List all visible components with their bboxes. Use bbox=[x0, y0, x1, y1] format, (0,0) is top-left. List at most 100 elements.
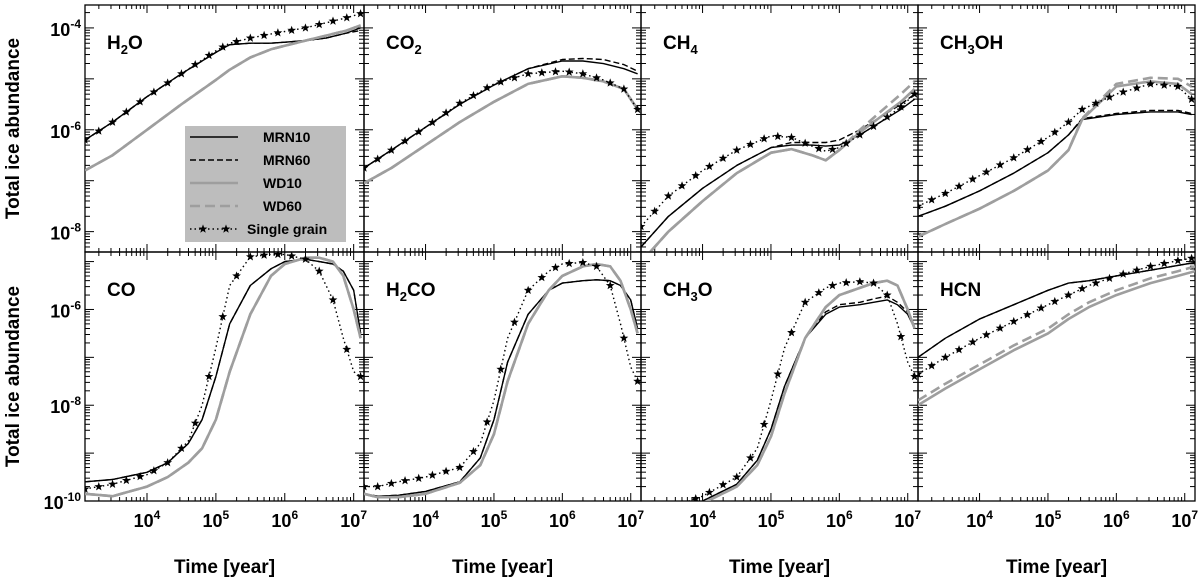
single-grain-marker bbox=[633, 376, 641, 386]
single-grain-marker bbox=[455, 462, 465, 472]
single-grain-marker bbox=[204, 371, 214, 381]
single-grain-marker bbox=[328, 295, 338, 304]
single-grain-marker bbox=[968, 174, 978, 183]
panel-title: H2O bbox=[107, 33, 143, 57]
single-grain-marker bbox=[245, 252, 255, 261]
single-grain-marker bbox=[441, 108, 451, 117]
legend-marker bbox=[221, 224, 231, 233]
single-grain-marker bbox=[85, 135, 90, 144]
single-grain-marker bbox=[373, 154, 383, 163]
x-tick-label: 105 bbox=[481, 508, 508, 531]
x-axis-label: Time [year] bbox=[452, 557, 553, 578]
single-grain-marker bbox=[135, 97, 145, 106]
single-grain-marker bbox=[882, 290, 892, 299]
series-line-single-grain bbox=[918, 257, 1195, 375]
single-grain-marker bbox=[1187, 253, 1195, 263]
series-line-wd60 bbox=[364, 262, 639, 499]
x-tick-label: 106 bbox=[271, 508, 298, 531]
single-grain-marker bbox=[386, 145, 396, 154]
single-grain-marker bbox=[564, 258, 574, 268]
series-line-single-grain bbox=[364, 70, 639, 169]
series-line-single-grain bbox=[85, 253, 361, 490]
single-grain-marker bbox=[773, 131, 783, 141]
panel-CH3OH: CH3OH bbox=[917, 4, 1196, 253]
single-grain-marker bbox=[85, 484, 90, 493]
single-grain-marker bbox=[787, 328, 796, 337]
single-grain-marker bbox=[1009, 316, 1019, 326]
single-grain-marker bbox=[537, 68, 547, 77]
single-grain-marker bbox=[814, 144, 824, 153]
single-grain-marker bbox=[732, 145, 742, 154]
single-grain-marker bbox=[356, 9, 364, 18]
single-grain-marker bbox=[163, 78, 173, 87]
y-tick-label: 10-10 bbox=[44, 490, 82, 513]
single-grain-marker bbox=[995, 323, 1005, 332]
x-tick-label: 104 bbox=[689, 508, 716, 531]
series-line-mrn60 bbox=[85, 29, 361, 141]
series-line-mrn60 bbox=[918, 109, 1192, 218]
series-line-mrn60 bbox=[918, 261, 1195, 358]
single-grain-marker bbox=[523, 285, 533, 295]
single-grain-marker bbox=[954, 181, 964, 191]
single-grain-marker bbox=[342, 344, 352, 354]
x-tick-label: 106 bbox=[549, 508, 576, 531]
series-line-single-grain bbox=[686, 281, 916, 501]
single-grain-marker bbox=[1159, 258, 1169, 268]
single-grain-marker bbox=[356, 371, 364, 381]
panel-title: CH4 bbox=[663, 33, 698, 57]
single-grain-marker bbox=[691, 171, 701, 180]
single-grain-marker bbox=[1105, 92, 1114, 101]
single-grain-marker bbox=[918, 201, 923, 210]
single-grain-marker bbox=[650, 206, 660, 215]
single-grain-marker bbox=[108, 117, 117, 126]
single-grain-marker bbox=[121, 475, 131, 485]
series-line-wd10 bbox=[918, 80, 1193, 238]
single-grain-marker bbox=[1036, 303, 1046, 312]
panel-H2O: H2O 10-8 10-6 10-4 Total ice abundance bbox=[3, 4, 365, 253]
series-line-wd60 bbox=[918, 265, 1195, 402]
single-grain-marker bbox=[1187, 94, 1195, 103]
single-grain-marker bbox=[177, 69, 186, 78]
single-grain-marker bbox=[633, 104, 641, 114]
single-grain-marker bbox=[190, 59, 200, 69]
single-grain-marker bbox=[1173, 81, 1183, 91]
x-tick-label: 107 bbox=[894, 508, 921, 531]
single-grain-marker bbox=[287, 25, 297, 35]
single-grain-marker bbox=[108, 479, 117, 488]
single-grain-marker bbox=[441, 466, 451, 476]
x-tick-label: 106 bbox=[1103, 508, 1130, 531]
series-line-wd10 bbox=[704, 279, 916, 501]
single-grain-marker bbox=[245, 33, 255, 42]
single-grain-marker bbox=[551, 262, 560, 272]
single-grain-marker bbox=[121, 107, 131, 116]
single-grain-marker bbox=[1132, 265, 1142, 274]
single-grain-marker bbox=[1064, 117, 1073, 126]
single-grain-marker bbox=[400, 136, 410, 145]
single-grain-marker bbox=[149, 466, 159, 475]
panel-CO2: CO2 bbox=[363, 4, 642, 253]
panel-title: CO2 bbox=[386, 33, 422, 57]
single-grain-marker bbox=[650, 507, 659, 515]
single-grain-marker bbox=[218, 312, 228, 321]
single-grain-marker bbox=[619, 333, 629, 342]
series-line-mrn60 bbox=[364, 279, 639, 497]
single-grain-marker bbox=[1009, 153, 1019, 162]
series-line-wd60 bbox=[364, 75, 639, 185]
single-grain-marker bbox=[1077, 284, 1087, 293]
single-grain-marker bbox=[414, 127, 424, 136]
single-grain-marker bbox=[759, 134, 769, 143]
single-grain-marker bbox=[927, 361, 937, 370]
series-line-wd60 bbox=[704, 279, 916, 501]
single-grain-marker bbox=[759, 419, 769, 429]
single-grain-marker bbox=[373, 482, 383, 491]
single-grain-marker bbox=[1036, 136, 1046, 146]
single-grain-marker bbox=[364, 163, 369, 172]
single-grain-marker bbox=[578, 257, 588, 267]
panel-title: CO bbox=[107, 280, 136, 301]
single-grain-marker bbox=[537, 272, 547, 282]
single-grain-marker bbox=[828, 144, 837, 154]
series-line-wd60 bbox=[648, 80, 916, 252]
single-grain-marker bbox=[314, 19, 324, 29]
single-grain-marker bbox=[718, 480, 728, 489]
single-grain-marker bbox=[940, 352, 950, 362]
